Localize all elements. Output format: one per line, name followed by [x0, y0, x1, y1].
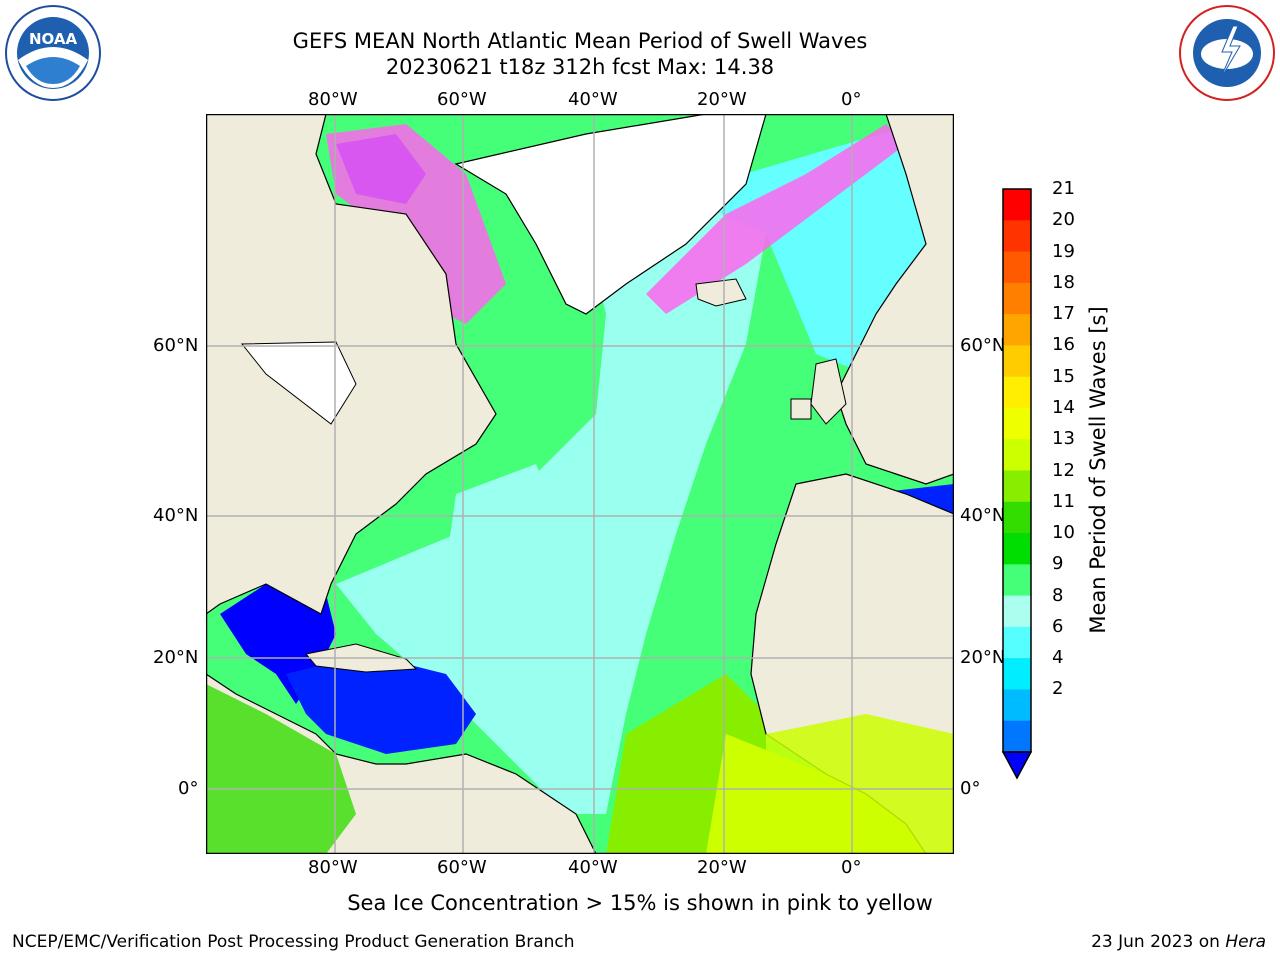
lat-label-left-60n: 60°N	[153, 335, 199, 356]
colorbar-tick-label: 19	[1052, 240, 1075, 262]
colorbar-label: Mean Period of Swell Waves [s]	[1086, 306, 1110, 634]
colorbar-ticks: 21 20 19 18 17 16 15 14 13 12 11 10 9 8 6 4 2	[1052, 0, 1092, 960]
colorbar-band	[1003, 564, 1031, 597]
sea-ice-greenland-east	[646, 124, 906, 314]
caribbean-sea	[286, 654, 476, 754]
lat-label-left-0: 0°	[178, 778, 199, 799]
lon-label-bottom-60w: 60°W	[437, 857, 487, 878]
lat-label-left-40n: 40°N	[153, 505, 199, 526]
colorbar-tick-label: 14	[1052, 396, 1075, 418]
colorbar-tick-label: 18	[1052, 271, 1075, 293]
colorbar-svg	[1001, 188, 1033, 780]
colorbar-tick-label: 12	[1052, 459, 1075, 481]
colorbar-band	[1003, 407, 1031, 440]
colorbar-tick-label: 9	[1052, 553, 1064, 575]
sea-ice-caption: Sea Ice Concentration > 15% is shown in …	[347, 891, 933, 915]
title-line-2: 20230621 t18z 312h fcst Max: 14.38	[385, 55, 775, 79]
colorbar-band	[1003, 189, 1031, 221]
colorbar-band	[1003, 376, 1031, 409]
colorbar-tick-label: 6	[1052, 615, 1064, 637]
colorbar-band	[1003, 345, 1031, 378]
lon-label-bottom-20w: 20°W	[697, 857, 747, 878]
footer-credit: NCEP/EMC/Verification Post Processing Pr…	[12, 932, 575, 952]
colorbar-tick-label: 20	[1052, 209, 1075, 231]
south-america-green-area	[206, 684, 356, 854]
map-svg	[205, 113, 955, 855]
iceland-land	[695, 278, 747, 307]
colorbar-tick-label: 16	[1052, 334, 1075, 356]
colorbar-tick-label: 2	[1052, 678, 1064, 700]
lon-label-bottom-80w: 80°W	[308, 857, 358, 878]
colorbar-band	[1003, 220, 1031, 253]
colorbar-band	[1003, 501, 1031, 534]
greenland-land	[454, 114, 767, 315]
lat-label-right-60n: 60°N	[960, 335, 1006, 356]
colorbar-band	[1003, 282, 1031, 315]
colorbar-tick-label: 10	[1052, 522, 1075, 544]
colorbar-tick-label: 17	[1052, 303, 1075, 325]
nws-logo	[1178, 4, 1276, 102]
colorbar-band	[1003, 595, 1031, 628]
lon-label-top-20w: 20°W	[697, 89, 747, 110]
footer-date-text: 23 Jun 2023 on	[1091, 932, 1226, 952]
sea-ice-labrador	[326, 124, 506, 324]
ocean-cyan-patch	[446, 464, 566, 584]
uk-land	[810, 358, 847, 425]
graticule	[206, 114, 954, 854]
colorbar-tick-label: 15	[1052, 365, 1075, 387]
lat-label-right-0: 0°	[960, 778, 981, 799]
colorbar-frame	[1002, 188, 1032, 753]
colorbar-band	[1003, 251, 1031, 284]
noaa-logo: NOAA	[4, 4, 102, 102]
colorbar-band	[1003, 314, 1031, 346]
footer-date: 23 Jun 2023 on Hera	[1091, 932, 1266, 952]
lon-label-top-80w: 80°W	[308, 89, 358, 110]
colorbar-tick-label: 13	[1052, 428, 1075, 450]
lon-label-top-40w: 40°W	[568, 89, 618, 110]
colorbar-band	[1003, 533, 1031, 565]
ocean-cyan-west	[336, 174, 766, 814]
lon-label-top-0: 0°	[841, 89, 862, 110]
colorbar-tick-label: 4	[1052, 647, 1064, 669]
lat-label-right-20n: 20°N	[960, 647, 1006, 668]
colorbar-band	[1003, 658, 1031, 690]
title-line-1: GEFS MEAN North Atlantic Mean Period of …	[292, 29, 868, 53]
north-america-land	[206, 114, 497, 615]
footer-machine: Hera	[1225, 932, 1266, 952]
colorbar-band	[1003, 720, 1031, 753]
lon-label-bottom-40w: 40°W	[568, 857, 618, 878]
lon-label-top-60w: 60°W	[437, 89, 487, 110]
colorbar-tick-label: 21	[1052, 178, 1075, 199]
colorbar-band	[1003, 470, 1031, 503]
colorbar-band	[1003, 689, 1031, 722]
lat-label-right-40n: 40°N	[960, 505, 1006, 526]
lon-label-bottom-0: 0°	[841, 857, 862, 878]
colorbar-band	[1003, 626, 1031, 659]
noaa-text: NOAA	[29, 30, 78, 48]
africa-coast-yellow	[766, 714, 954, 854]
colorbar-tick-label: 11	[1052, 490, 1075, 512]
ireland-land	[790, 398, 812, 420]
map-frame	[205, 113, 955, 855]
colorbar-extend-triangle	[1001, 751, 1033, 780]
colorbar-band	[1003, 439, 1031, 471]
map-panel	[205, 113, 955, 855]
lat-label-left-20n: 20°N	[153, 647, 199, 668]
colorbar	[1000, 186, 1040, 786]
hudson-bay-ice	[240, 341, 357, 425]
colorbar-tick-label: 8	[1052, 584, 1064, 606]
